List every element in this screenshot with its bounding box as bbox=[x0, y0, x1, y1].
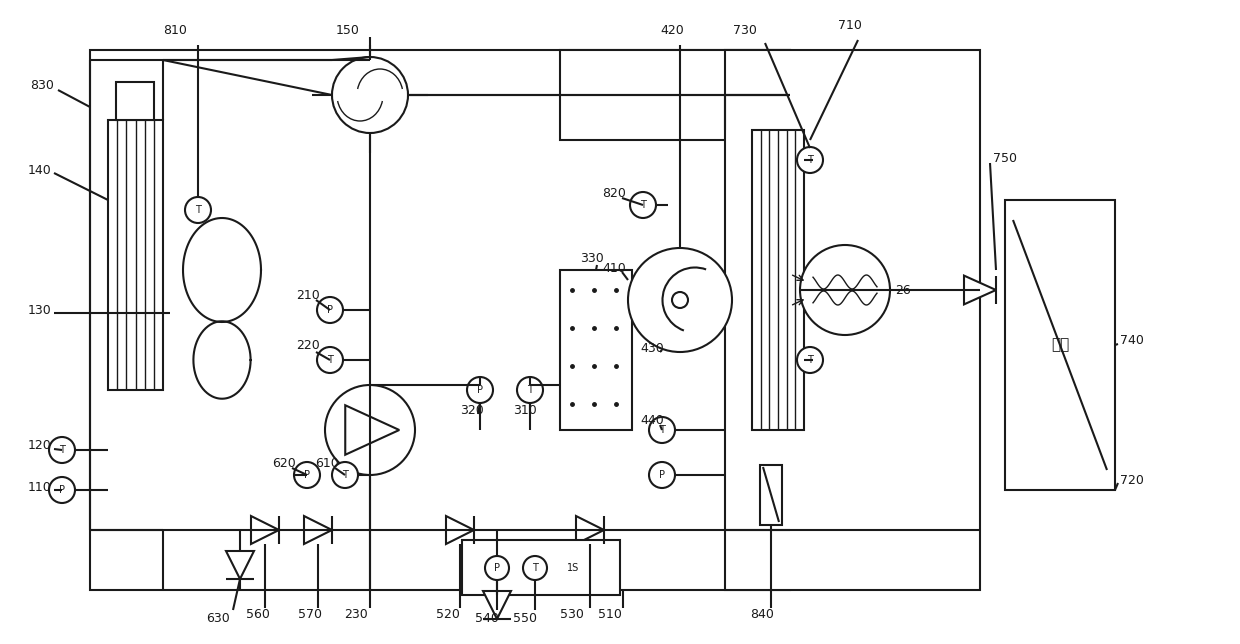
Polygon shape bbox=[250, 516, 279, 544]
Polygon shape bbox=[446, 516, 474, 544]
Text: 26: 26 bbox=[895, 283, 910, 296]
Text: 840: 840 bbox=[750, 609, 774, 621]
Text: P: P bbox=[658, 470, 665, 480]
Text: 520: 520 bbox=[436, 609, 460, 621]
Text: 630: 630 bbox=[206, 612, 229, 625]
Text: 310: 310 bbox=[513, 404, 537, 417]
Text: 110: 110 bbox=[29, 480, 52, 493]
Polygon shape bbox=[577, 516, 604, 544]
Text: 560: 560 bbox=[246, 609, 270, 621]
Bar bbox=[751, 130, 804, 430]
Text: T: T bbox=[660, 425, 665, 435]
Circle shape bbox=[517, 377, 543, 403]
Text: 410: 410 bbox=[601, 261, 626, 274]
Polygon shape bbox=[345, 405, 399, 455]
Polygon shape bbox=[226, 551, 254, 579]
Circle shape bbox=[185, 197, 211, 223]
Text: P: P bbox=[327, 305, 334, 315]
Text: T: T bbox=[640, 200, 646, 210]
Circle shape bbox=[672, 292, 688, 308]
Circle shape bbox=[467, 377, 494, 403]
Circle shape bbox=[50, 437, 74, 463]
Text: 120: 120 bbox=[29, 439, 52, 451]
Text: P: P bbox=[60, 485, 64, 495]
Text: 210: 210 bbox=[296, 289, 320, 301]
Circle shape bbox=[485, 556, 508, 580]
Text: 720: 720 bbox=[1120, 473, 1143, 486]
Text: 620: 620 bbox=[272, 457, 296, 469]
Bar bbox=[117, 82, 154, 120]
Polygon shape bbox=[963, 276, 996, 305]
Text: T: T bbox=[195, 205, 201, 215]
Text: 420: 420 bbox=[660, 23, 684, 37]
Circle shape bbox=[50, 477, 74, 503]
Circle shape bbox=[325, 385, 415, 475]
Circle shape bbox=[317, 347, 343, 373]
Text: T: T bbox=[327, 355, 332, 365]
Bar bbox=[560, 270, 632, 430]
Circle shape bbox=[332, 57, 408, 133]
Text: 140: 140 bbox=[29, 164, 52, 176]
Circle shape bbox=[797, 147, 823, 173]
Text: T: T bbox=[807, 155, 813, 165]
Circle shape bbox=[294, 462, 320, 488]
Circle shape bbox=[797, 347, 823, 373]
Bar bbox=[91, 50, 790, 590]
Text: 320: 320 bbox=[460, 404, 484, 417]
Text: T: T bbox=[532, 563, 538, 573]
Text: 730: 730 bbox=[733, 23, 756, 37]
Bar bbox=[1004, 200, 1115, 490]
Circle shape bbox=[630, 192, 656, 218]
Text: 440: 440 bbox=[640, 413, 663, 426]
Text: T: T bbox=[527, 385, 533, 395]
Text: 610: 610 bbox=[315, 457, 339, 469]
Text: 550: 550 bbox=[513, 612, 537, 625]
Bar bbox=[760, 465, 782, 525]
Bar bbox=[108, 120, 162, 390]
Text: P: P bbox=[494, 563, 500, 573]
Text: 130: 130 bbox=[29, 303, 52, 316]
Text: 830: 830 bbox=[30, 79, 53, 91]
Circle shape bbox=[332, 462, 358, 488]
Text: 510: 510 bbox=[598, 609, 622, 621]
Text: 740: 740 bbox=[1120, 334, 1143, 346]
Circle shape bbox=[523, 556, 547, 580]
Text: P: P bbox=[477, 385, 484, 395]
Text: P: P bbox=[304, 470, 310, 480]
Text: T: T bbox=[342, 470, 348, 480]
Bar bbox=[560, 50, 790, 140]
Text: 430: 430 bbox=[640, 341, 663, 354]
Text: T: T bbox=[60, 445, 64, 455]
Circle shape bbox=[627, 248, 732, 352]
Bar bbox=[725, 50, 980, 590]
Text: 150: 150 bbox=[336, 23, 360, 37]
Circle shape bbox=[649, 417, 675, 443]
Circle shape bbox=[800, 245, 890, 335]
Polygon shape bbox=[484, 591, 511, 619]
Text: 电池: 电池 bbox=[1050, 337, 1069, 352]
Text: 330: 330 bbox=[580, 252, 604, 265]
Text: 1S: 1S bbox=[567, 563, 579, 573]
Text: 810: 810 bbox=[164, 23, 187, 37]
Text: 530: 530 bbox=[560, 609, 584, 621]
Bar bbox=[463, 540, 620, 595]
Text: 540: 540 bbox=[475, 612, 498, 625]
Text: 710: 710 bbox=[838, 19, 862, 32]
Text: 220: 220 bbox=[296, 339, 320, 352]
Text: 820: 820 bbox=[601, 187, 626, 200]
Circle shape bbox=[649, 462, 675, 488]
Text: T: T bbox=[807, 355, 813, 365]
Polygon shape bbox=[304, 516, 332, 544]
Circle shape bbox=[317, 297, 343, 323]
Text: 230: 230 bbox=[345, 609, 368, 621]
Text: 750: 750 bbox=[993, 151, 1017, 164]
Text: 570: 570 bbox=[298, 609, 322, 621]
